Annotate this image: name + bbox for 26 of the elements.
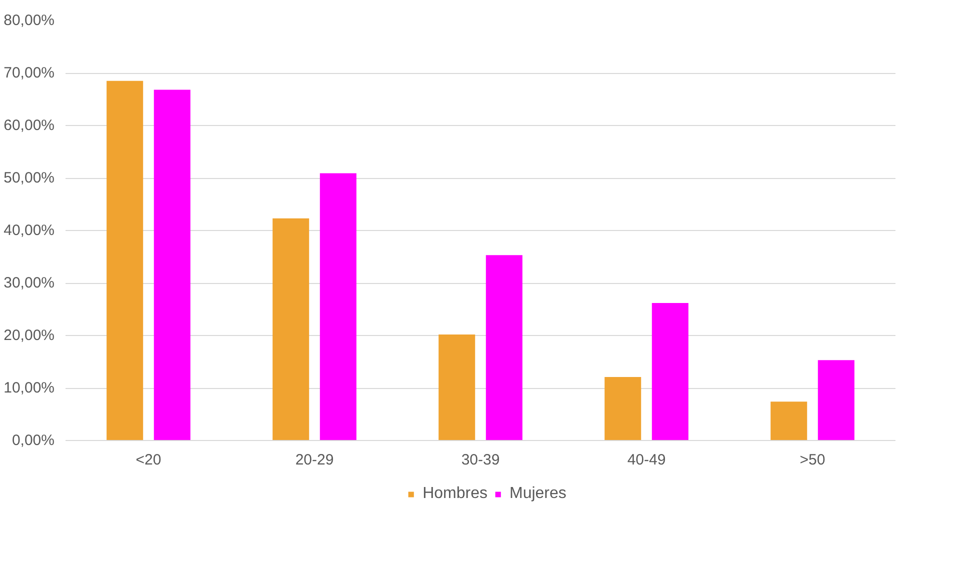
x-tick-label: 20-29	[295, 452, 334, 468]
x-tick-label: 40-49	[627, 452, 666, 468]
y-tick-label: 20,00%	[4, 327, 54, 344]
bar	[154, 90, 190, 440]
bar	[486, 255, 522, 440]
y-tick-label: 30,00%	[4, 274, 54, 292]
x-tick-label: >50	[800, 452, 826, 468]
bar	[106, 80, 144, 440]
y-tick-label: 10,00%	[4, 380, 54, 396]
bar	[320, 173, 356, 440]
bar	[438, 334, 476, 440]
bar	[272, 218, 310, 440]
y-tick-label: 70,00%	[4, 64, 54, 82]
bar	[604, 376, 642, 440]
legend-label: Hombres	[422, 484, 488, 502]
x-tick-label: 30-39	[461, 452, 500, 468]
y-tick-label: 0,00%	[12, 432, 55, 449]
y-tick-label: 60,00%	[4, 117, 54, 134]
y-tick-label: 80,00%	[4, 12, 54, 29]
y-tick-label: 50,00%	[4, 170, 54, 186]
legend-label: Mujeres	[510, 484, 566, 502]
y-tick-label: 40,00%	[4, 222, 54, 239]
bar	[770, 402, 808, 440]
x-tick-label: <20	[136, 452, 162, 468]
bar	[818, 360, 854, 440]
bar	[652, 302, 688, 440]
